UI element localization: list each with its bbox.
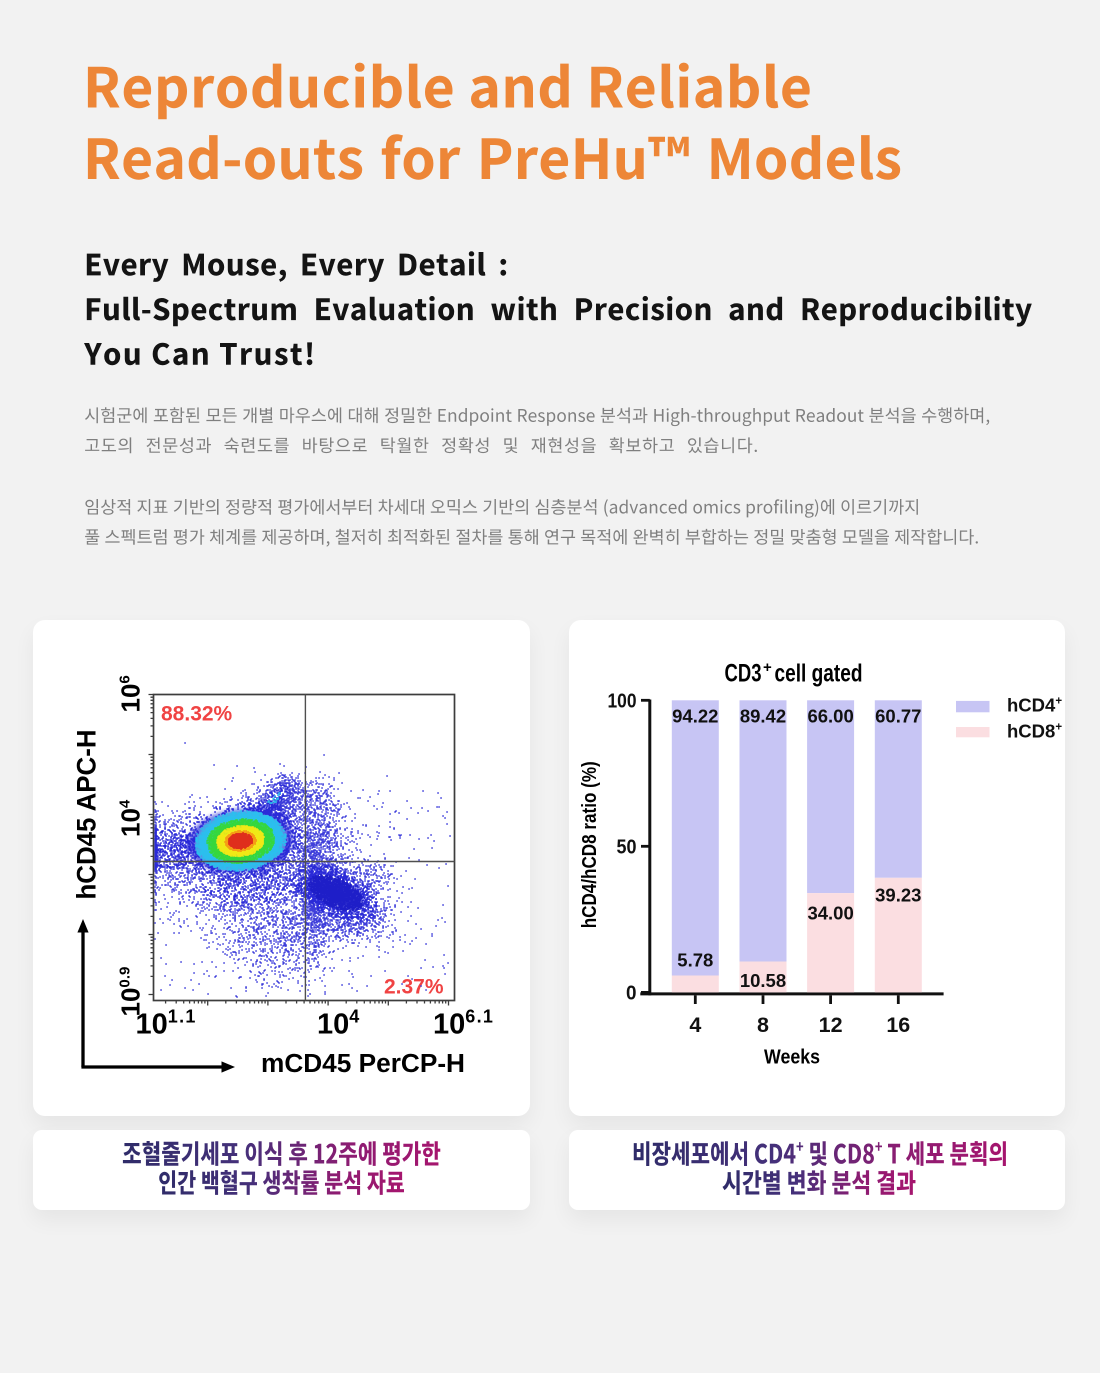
svg-text:88.32%: 88.32% [161, 703, 233, 726]
svg-text:50: 50 [617, 836, 637, 859]
svg-text:39.23: 39.23 [875, 885, 921, 906]
svg-text:10.58: 10.58 [740, 970, 786, 991]
svg-text:8: 8 [757, 1013, 769, 1037]
svg-text:5.78: 5.78 [677, 950, 713, 971]
svg-text:hCD4/hCD8 ratio (%): hCD4/hCD8 ratio (%) [579, 761, 601, 928]
svg-text:CD3: CD3 [725, 659, 762, 687]
svg-text:34.00: 34.00 [807, 903, 853, 924]
svg-text:106.1: 106.1 [433, 1007, 494, 1041]
svg-text:2.37%: 2.37% [384, 976, 444, 999]
svg-text:104: 104 [317, 1007, 361, 1041]
svg-text:60.77: 60.77 [875, 706, 921, 727]
svg-text:0: 0 [626, 982, 637, 1005]
svg-text:+: + [763, 659, 772, 676]
svg-text:106: 106 [116, 675, 146, 712]
svg-text:hCD4+: hCD4+ [1007, 695, 1062, 716]
svg-text:hCD8+: hCD8+ [1007, 721, 1062, 742]
svg-text:94.22: 94.22 [672, 706, 718, 727]
svg-text:cell gated: cell gated [775, 659, 863, 687]
svg-text:101.1: 101.1 [136, 1007, 197, 1041]
svg-text:12: 12 [819, 1013, 843, 1037]
svg-text:4: 4 [689, 1013, 701, 1037]
svg-text:89.42: 89.42 [740, 706, 786, 727]
svg-text:16: 16 [886, 1013, 910, 1037]
svg-text:hCD45 APC-H: hCD45 APC-H [72, 730, 102, 900]
svg-text:Weeks: Weeks [764, 1047, 820, 1069]
svg-text:mCD45 PerCP-H: mCD45 PerCP-H [261, 1050, 465, 1078]
svg-text:66.00: 66.00 [807, 706, 853, 727]
svg-text:104: 104 [116, 799, 146, 837]
svg-text:100: 100 [608, 690, 637, 713]
